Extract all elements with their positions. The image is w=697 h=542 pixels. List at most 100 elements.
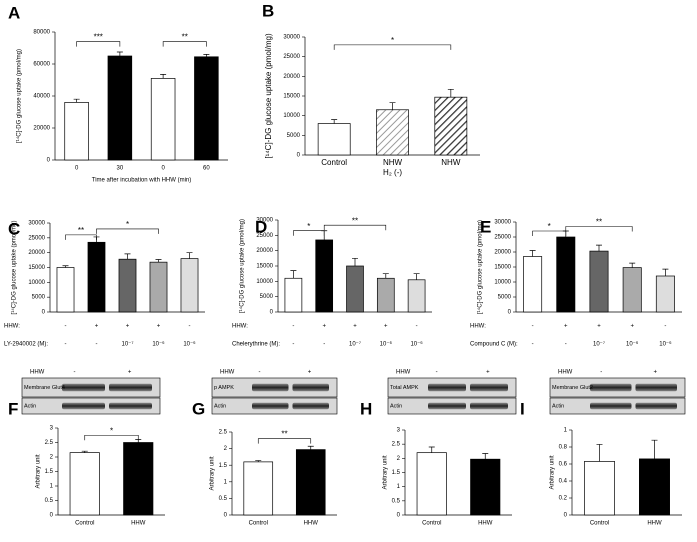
blot-band <box>252 402 289 410</box>
panel-letter: C <box>8 219 20 238</box>
blot-lane: - <box>600 370 602 376</box>
bar <box>434 96 468 156</box>
blot-label: Actin <box>24 403 36 409</box>
error-bar <box>596 444 603 462</box>
significance-label: ** <box>596 218 602 227</box>
x-tick-label: 30 <box>117 166 124 172</box>
y-tick-label: 20000 <box>494 250 511 256</box>
significance-bracket <box>293 230 325 236</box>
blot-lane: - <box>259 370 261 376</box>
y-tick-label: 0 <box>47 158 51 164</box>
error-bar <box>331 119 338 124</box>
bar <box>416 452 447 516</box>
y-axis-label: Arbitrary unit <box>36 454 42 488</box>
error-bar <box>482 453 489 460</box>
panel-letter: F <box>8 399 18 418</box>
condition-label: Compound C (M): <box>470 342 518 348</box>
y-axis-label: [¹⁴C]-DG glucose uptake (pmol/mg) <box>477 220 484 314</box>
y-tick-label: 30000 <box>256 218 273 224</box>
x-tick-label: Control <box>321 158 347 167</box>
condition-entry: - <box>532 342 534 348</box>
x-tick-label: HHW <box>647 521 662 527</box>
bar <box>315 239 334 313</box>
panel-letter: I <box>520 399 525 418</box>
condition-entry: 10⁻⁶ <box>659 341 672 348</box>
x-tick-label: Control <box>249 521 268 527</box>
y-tick-label: 2.5 <box>392 442 401 448</box>
y-tick-label: 0 <box>297 153 301 159</box>
y-tick-label: 3 <box>397 428 401 434</box>
y-tick-label: 1 <box>50 484 54 490</box>
bar <box>149 261 168 313</box>
x-tick-label: HHW <box>131 521 146 527</box>
blot-band <box>62 383 105 392</box>
bar <box>150 78 176 161</box>
error-bar <box>428 446 435 453</box>
condition-entry: + <box>384 324 388 330</box>
blot-band <box>109 402 152 410</box>
condition-entry: 10⁻⁶ <box>626 341 639 348</box>
y-tick-label: 0.5 <box>219 496 228 502</box>
y-axis-label: [¹⁴C]-DG glucose uptake (pmol/mg) <box>11 221 18 315</box>
blot-band <box>292 383 329 392</box>
error-bar <box>662 268 669 276</box>
y-tick-label: 30000 <box>28 221 45 227</box>
blot-label: Actin <box>214 403 226 409</box>
blot-band <box>428 402 466 410</box>
blot-lane: + <box>654 370 658 376</box>
y-tick-label: 15000 <box>28 265 45 271</box>
y-tick-label: 15000 <box>494 265 511 271</box>
blot-band <box>635 402 677 410</box>
error-bar <box>62 265 69 268</box>
y-tick-label: 60000 <box>33 62 50 68</box>
significance-bracket <box>162 41 207 47</box>
blot-band <box>635 383 677 392</box>
bar <box>284 277 303 313</box>
error-bar <box>651 439 658 459</box>
blot-label: Membrane Glut4 <box>24 385 65 391</box>
y-tick-label: 0.5 <box>392 498 401 504</box>
y-tick-label: 15000 <box>256 264 273 270</box>
y-tick-label: 10000 <box>283 113 300 119</box>
bar <box>87 241 106 313</box>
y-tick-label: 1 <box>224 479 228 485</box>
y-tick-label: 30000 <box>283 35 300 41</box>
y-tick-label: 0 <box>42 310 46 316</box>
condition-entry: - <box>323 342 325 348</box>
condition-entry: - <box>65 324 67 330</box>
y-tick-label: 1.5 <box>45 469 54 475</box>
bar <box>407 279 426 313</box>
y-tick-label: 2 <box>397 456 401 462</box>
significance-bracket <box>84 434 139 441</box>
condition-entry: - <box>532 324 534 330</box>
y-tick-label: 1.5 <box>219 463 228 469</box>
bar <box>317 123 351 156</box>
y-tick-label: 20000 <box>28 250 45 256</box>
bar <box>194 56 219 161</box>
significance-label: ** <box>182 33 188 42</box>
blot-band <box>428 383 466 392</box>
y-tick-label: 1 <box>397 484 401 490</box>
y-tick-label: 0.2 <box>559 496 568 502</box>
y-tick-label: 80000 <box>33 30 50 36</box>
condition-entry: 10⁻⁶ <box>183 341 196 348</box>
y-tick-label: 40000 <box>33 94 50 100</box>
condition-entry: - <box>189 324 191 330</box>
condition-entry: + <box>95 324 99 330</box>
panel-letter: B <box>262 1 274 20</box>
condition-entry: + <box>157 324 161 330</box>
significance-bracket <box>532 230 567 236</box>
error-bar <box>447 88 454 98</box>
blot-lane: - <box>436 370 438 376</box>
blot-lane: + <box>128 370 132 376</box>
y-tick-label: 2 <box>50 455 54 461</box>
y-tick-label: 5000 <box>498 295 512 301</box>
y-tick-label: 0.8 <box>559 445 568 451</box>
condition-entry: 10⁻⁷ <box>593 341 605 348</box>
y-tick-label: 25000 <box>28 235 45 241</box>
x-tick-label: 0 <box>75 166 79 172</box>
condition-entry: - <box>664 324 666 330</box>
bar <box>69 452 100 516</box>
condition-entry: + <box>322 324 326 330</box>
